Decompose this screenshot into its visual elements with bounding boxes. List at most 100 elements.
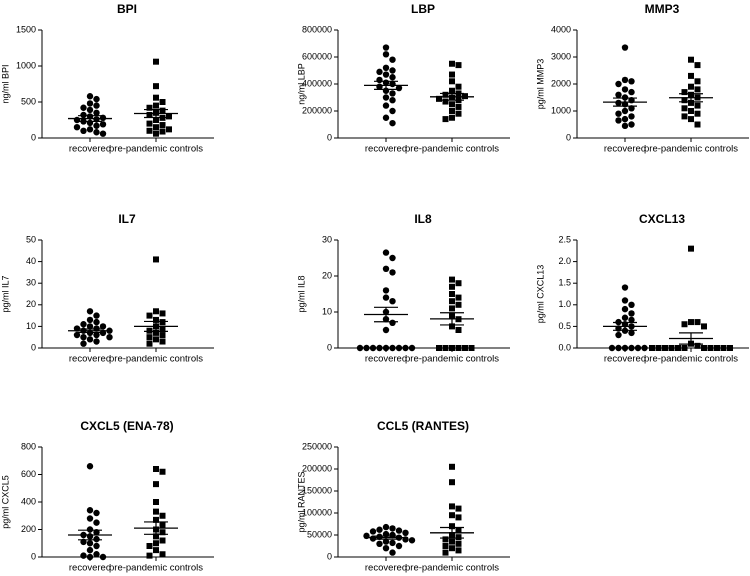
data-point [694, 86, 701, 93]
data-point [449, 276, 455, 283]
data-point [73, 124, 81, 131]
data-point [621, 314, 629, 321]
data-point [628, 301, 635, 308]
panel-title: BPI [117, 2, 137, 16]
panel: BPI ng/ml BPI 0 500 1000 1500 recoveredpre-pan… [0, 2, 214, 155]
y-tick-label: 800000 [302, 24, 332, 34]
y-axis-label: pg/ml CXCL5 [0, 475, 10, 529]
x-tick-label: pre-pandemic controls [109, 144, 203, 155]
y-tick-label: 30 [322, 234, 332, 244]
data-point [389, 344, 396, 352]
data-point [146, 334, 153, 341]
data-point [694, 121, 701, 128]
data-point [389, 97, 396, 104]
panel: LBP ng/ml LBP 0 200000 400000 600000 800000 rec… [296, 2, 510, 155]
data-point [86, 463, 94, 470]
data-point [369, 528, 377, 535]
data-point [628, 344, 635, 352]
data-point [376, 533, 383, 540]
y-axis-label: pg/ml RANTES [296, 471, 306, 532]
data-point [356, 344, 364, 352]
data-point [146, 543, 153, 549]
data-point [86, 515, 94, 522]
y-tick-label: 600 [21, 469, 36, 479]
panel: CXCL13 pg/ml CXCL13 0.0 0.5 1.0 1.5 2.0 2.5 reco… [535, 212, 749, 365]
data-point [615, 110, 622, 117]
data-point [166, 126, 172, 133]
data-point [655, 345, 662, 351]
data-point [86, 546, 94, 554]
data-point [615, 331, 622, 339]
data-point [99, 130, 107, 137]
panel-title: IL8 [414, 212, 432, 226]
y-tick-label: 200000 [302, 463, 332, 473]
data-point [159, 319, 166, 326]
data-point [442, 91, 449, 98]
data-point [93, 312, 100, 319]
data-point [727, 345, 733, 351]
data-point [628, 329, 635, 337]
data-point [442, 116, 449, 123]
data-point [93, 535, 100, 543]
data-point [389, 269, 396, 276]
data-point [436, 345, 442, 351]
panel-title: CCL5 (RANTES) [377, 419, 469, 433]
data-point [615, 99, 622, 107]
data-point [449, 523, 455, 530]
x-tick-label: pre-pandemic controls [109, 563, 203, 574]
data-point [621, 44, 629, 51]
x-tick-label: recovered [365, 563, 407, 574]
data-point [621, 305, 629, 313]
data-point [146, 127, 153, 134]
data-point [701, 345, 707, 351]
y-tick-label: 0.5 [558, 321, 571, 331]
data-point [153, 102, 159, 109]
y-tick-label: 1000 [551, 105, 571, 115]
error-bar [374, 306, 398, 323]
data-point [628, 121, 635, 128]
x-tick-label: pre-pandemic controls [405, 144, 499, 155]
data-point [455, 301, 462, 308]
data-point [681, 89, 688, 96]
data-point [389, 67, 396, 74]
y-tick-label: 2.0 [558, 256, 571, 266]
data-point [382, 102, 390, 109]
error-bar [78, 115, 102, 123]
y-tick-label: 4000 [551, 24, 571, 34]
data-point [442, 536, 449, 543]
data-point [455, 514, 462, 521]
data-point [153, 499, 159, 505]
data-point [442, 345, 449, 351]
data-point [449, 87, 455, 94]
data-point [449, 298, 455, 305]
data-point [86, 316, 94, 324]
x-tick-label: pre-pandemic controls [644, 144, 738, 155]
data-point [395, 344, 403, 352]
data-point [382, 94, 390, 101]
data-point [455, 327, 462, 333]
data-point [389, 539, 396, 547]
data-point [621, 86, 629, 93]
data-point [395, 527, 403, 534]
y-axis-label: ng/ml LBP [296, 63, 306, 105]
data-point [449, 283, 455, 290]
data-point [159, 537, 166, 544]
x-tick-label: recovered [365, 144, 407, 155]
y-tick-label: 0 [327, 132, 332, 142]
data-point [455, 505, 462, 512]
error-bar [78, 328, 102, 334]
y-tick-label: 1.0 [558, 299, 571, 309]
data-point [159, 529, 166, 536]
x-tick-label: pre-pandemic controls [405, 563, 499, 574]
data-point [668, 345, 675, 351]
panel-title: IL7 [118, 212, 136, 226]
data-point [449, 71, 455, 78]
panel-title: LBP [411, 2, 435, 16]
data-point [688, 108, 694, 114]
data-point [382, 51, 390, 58]
data-point [159, 332, 166, 339]
data-point [80, 104, 87, 111]
data-point [649, 345, 655, 351]
data-point [93, 542, 100, 550]
y-tick-label: 200000 [302, 105, 332, 115]
